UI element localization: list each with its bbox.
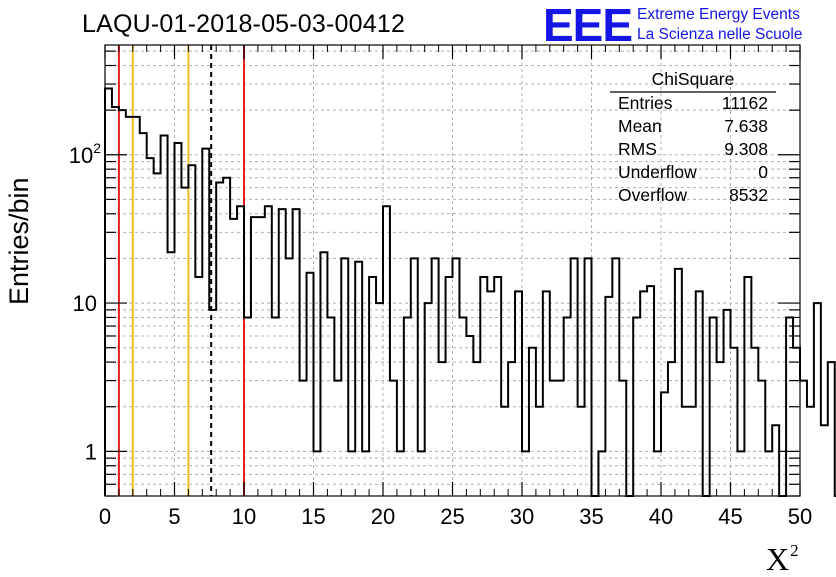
x-tick-label: 20: [371, 504, 395, 529]
x-tick-label: 50: [788, 504, 812, 529]
stat-label-mean: Mean: [618, 116, 662, 136]
x-tick-label: 10: [232, 504, 256, 529]
eee-logo: EEE Extreme Energy Events La Scienza nel…: [543, 2, 833, 48]
stats-box-title: ChiSquare: [651, 69, 735, 89]
eee-logo-mark: EEE: [543, 0, 633, 51]
reference-lines: [117, 45, 245, 496]
stat-label-entries: Entries: [618, 93, 673, 113]
x-tick-label: 45: [718, 504, 742, 529]
x-axis-label-symbol: X: [766, 541, 790, 577]
y-tick-label: 1: [85, 439, 97, 464]
stat-label-underflow: Underflow: [618, 162, 697, 182]
axis-ticks: 0 5 10 15 20 25 30 35 40 45 50 1 10 102: [69, 45, 812, 529]
logo-line-2: La Scienza nelle Scuole: [637, 26, 803, 43]
y-axis-label: Entries/bin: [4, 177, 34, 305]
y-tick-label: 10: [73, 291, 97, 316]
x-axis-label-exponent: 2: [790, 541, 799, 560]
run-title: LAQU-01-2018-05-03-00412: [82, 10, 406, 38]
stat-value-rms: 9.308: [724, 139, 768, 159]
x-tick-label: 25: [440, 504, 464, 529]
histogram-bars: [104, 87, 836, 497]
grid: [105, 45, 800, 497]
stat-value-overflow: 8532: [729, 185, 768, 205]
stat-value-underflow: 0: [758, 162, 768, 182]
logo-line-1: Extreme Energy Events: [637, 6, 800, 23]
stat-label-rms: RMS: [618, 139, 657, 159]
y-tick-label: 102: [69, 140, 101, 168]
x-tick-label: 0: [99, 504, 111, 529]
x-tick-label: 15: [301, 504, 325, 529]
x-tick-label: 40: [649, 504, 673, 529]
stat-value-mean: 7.638: [724, 116, 768, 136]
x-tick-label: 30: [510, 504, 534, 529]
x-axis-label: X2: [766, 535, 799, 575]
stat-label-overflow: Overflow: [618, 185, 688, 205]
stat-value-entries: 11162: [721, 93, 768, 113]
x-tick-label: 35: [579, 504, 603, 529]
x-tick-label: 5: [168, 504, 180, 529]
